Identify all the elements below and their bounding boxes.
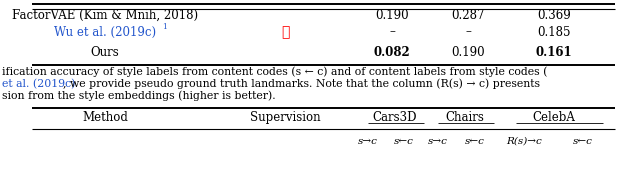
Text: s→c: s→c bbox=[358, 137, 378, 145]
Text: 0.190: 0.190 bbox=[451, 45, 485, 59]
Text: Ours: Ours bbox=[91, 45, 120, 59]
Text: CelebA: CelebA bbox=[532, 111, 575, 123]
Text: s←c: s←c bbox=[465, 137, 485, 145]
Text: s→c: s→c bbox=[428, 137, 448, 145]
Text: 0.287: 0.287 bbox=[451, 8, 484, 22]
Text: 1: 1 bbox=[162, 23, 167, 31]
Text: s←c: s←c bbox=[573, 137, 593, 145]
Text: Supervision: Supervision bbox=[250, 111, 320, 123]
Text: 0.190: 0.190 bbox=[375, 8, 409, 22]
Text: 0.185: 0.185 bbox=[537, 25, 571, 39]
Text: s←c: s←c bbox=[394, 137, 414, 145]
Text: et al. (2019c): et al. (2019c) bbox=[2, 79, 76, 89]
Text: Wu et al. (2019c): Wu et al. (2019c) bbox=[54, 25, 156, 39]
Text: FactorVAE (Kim & Mnih, 2018): FactorVAE (Kim & Mnih, 2018) bbox=[12, 8, 198, 22]
Text: Chairs: Chairs bbox=[445, 111, 484, 123]
Text: ✗: ✗ bbox=[281, 25, 289, 39]
Text: 0.369: 0.369 bbox=[537, 8, 571, 22]
Text: 0.082: 0.082 bbox=[374, 45, 410, 59]
Text: , we provide pseudo ground truth landmarks. Note that the column (R(s) → c) pres: , we provide pseudo ground truth landmar… bbox=[63, 79, 540, 89]
Text: Method: Method bbox=[82, 111, 128, 123]
Text: ification accuracy of style labels from content codes (s ← c) and of content lab: ification accuracy of style labels from … bbox=[2, 67, 547, 77]
Text: –: – bbox=[389, 25, 395, 39]
Text: 0.161: 0.161 bbox=[536, 45, 572, 59]
Text: –: – bbox=[465, 25, 471, 39]
Text: R(s)→c: R(s)→c bbox=[506, 137, 542, 145]
Text: Cars3D: Cars3D bbox=[372, 111, 417, 123]
Text: sion from the style embeddings (higher is better).: sion from the style embeddings (higher i… bbox=[2, 91, 276, 101]
